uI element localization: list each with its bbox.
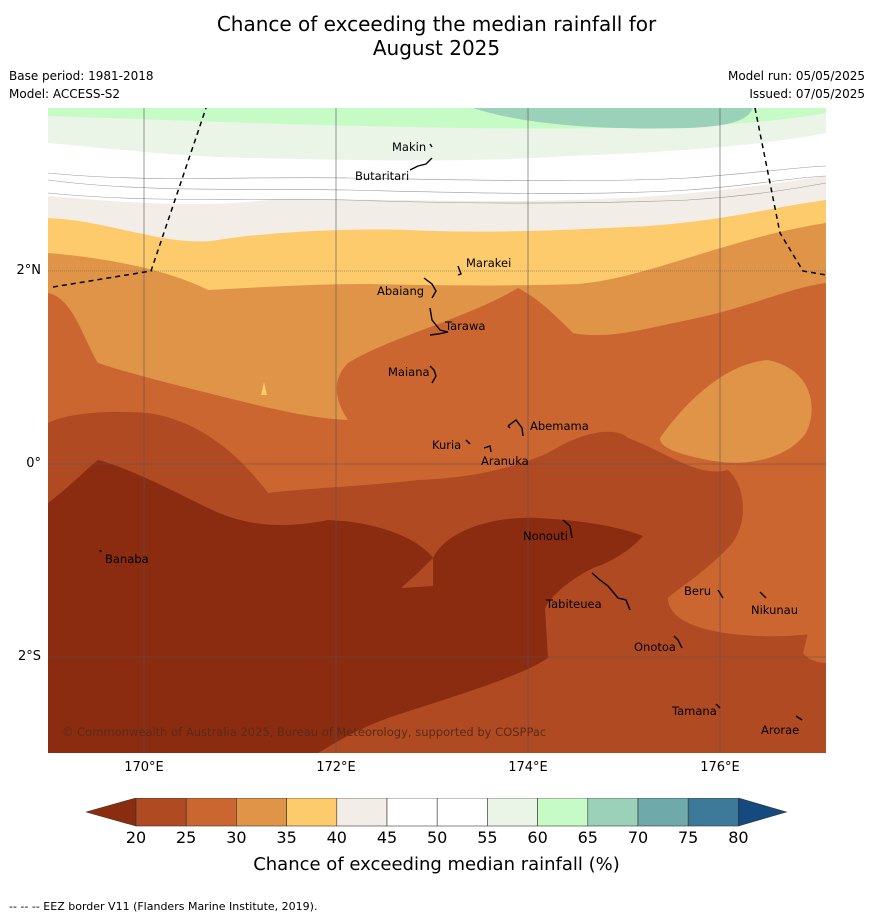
band-35-40-spot xyxy=(261,382,267,395)
colorbar-label: 40 xyxy=(326,828,347,847)
label-kuria: Kuria xyxy=(432,438,461,452)
title-line-2: August 2025 xyxy=(372,36,501,60)
colorbar-cell xyxy=(286,798,338,827)
label-abaiang: Abaiang xyxy=(377,284,424,298)
colorbar-label: 45 xyxy=(376,828,398,847)
grid-lines xyxy=(48,108,826,753)
rainfall-map: Makin Butaritari Marakei Abaiang Tarawa … xyxy=(48,108,826,753)
colorbar-cell xyxy=(386,798,438,827)
eez-footnote: -- -- -- EEZ border V11 (Flanders Marine… xyxy=(9,900,318,913)
colorbar-cell xyxy=(537,798,589,827)
colorbar-cell xyxy=(185,798,237,827)
base-period: Base period: 1981-2018 xyxy=(9,69,154,83)
colorbar-title: Chance of exceeding median rainfall (%) xyxy=(253,854,620,875)
colorbar-label: 80 xyxy=(728,828,749,847)
label-marakei: Marakei xyxy=(466,256,511,270)
colorbar-cells xyxy=(86,798,788,827)
colorbar-extend-high xyxy=(738,798,788,827)
colorbar xyxy=(86,798,788,827)
label-tamana: Tamana xyxy=(671,704,717,718)
colorbar-label: 55 xyxy=(477,828,498,847)
colorbar-label: 75 xyxy=(678,828,699,847)
model-name: Model: ACCESS-S2 xyxy=(9,87,121,101)
issued-date: Issued: 07/05/2025 xyxy=(749,87,865,101)
colorbar-label: 25 xyxy=(176,828,197,847)
label-maiana: Maiana xyxy=(388,365,430,379)
label-abemama: Abemama xyxy=(530,419,589,433)
place-labels: Makin Butaritari Marakei Abaiang Tarawa … xyxy=(105,140,799,737)
colorbar-label: 30 xyxy=(226,828,247,847)
meta-right: Model run: 05/05/2025 Issued: 07/05/2025 xyxy=(728,67,865,103)
colorbar-label: 60 xyxy=(527,828,548,847)
meta-left: Base period: 1981-2018 Model: ACCESS-S2 xyxy=(9,67,154,103)
map-title: Chance of exceeding the median rainfall … xyxy=(0,12,873,60)
label-butaritari: Butaritari xyxy=(355,169,409,183)
y-tick-2s: 2°S xyxy=(17,649,41,664)
label-tarawa: Tarawa xyxy=(444,319,485,333)
y-tick-0: 0° xyxy=(26,456,41,471)
x-tick-170: 170°E xyxy=(124,760,164,775)
title-line-1: Chance of exceeding the median rainfall … xyxy=(216,12,657,36)
band-65-70 xyxy=(473,108,753,129)
label-nikunau: Nikunau xyxy=(751,603,798,617)
band-25-30-edge xyxy=(803,630,826,663)
eez-border xyxy=(52,108,826,288)
colorbar-label: 70 xyxy=(627,828,649,847)
colorbar-cell xyxy=(637,798,689,827)
colorbar-cell xyxy=(336,798,388,827)
label-tabiteuea: Tabiteuea xyxy=(545,597,602,611)
x-tick-172: 172°E xyxy=(316,760,356,775)
island-makin xyxy=(429,143,433,148)
copyright-notice: © Commonwealth of Australia 2025, Bureau… xyxy=(62,725,546,739)
x-tick-174: 174°E xyxy=(508,760,548,775)
label-beru: Beru xyxy=(684,584,711,598)
contour-lines xyxy=(48,165,826,204)
colorbar-cell xyxy=(436,798,488,827)
colorbar-extend-low xyxy=(86,798,137,827)
band-under-20 xyxy=(48,460,643,753)
band-30-35-east xyxy=(660,360,812,463)
colorbar-cell xyxy=(687,798,739,827)
colorbar-cell xyxy=(135,798,187,827)
island-outlines xyxy=(99,143,803,721)
x-tick-176: 176°E xyxy=(700,760,740,775)
colorbar-cell xyxy=(587,798,639,827)
model-run: Model run: 05/05/2025 xyxy=(727,69,865,83)
label-aranuka: Aranuka xyxy=(481,454,529,468)
colorbar-label: 65 xyxy=(577,828,598,847)
colorbar-cell xyxy=(487,798,538,827)
colorbar-label: 20 xyxy=(125,828,147,847)
label-onotoa: Onotoa xyxy=(634,640,676,654)
label-nonouti: Nonouti xyxy=(523,529,568,543)
label-arorae: Arorae xyxy=(761,723,799,737)
label-makin: Makin xyxy=(392,140,426,154)
label-banaba: Banaba xyxy=(105,552,149,566)
colorbar-label: 50 xyxy=(427,828,448,847)
colorbar-label: 35 xyxy=(276,828,297,847)
colorbar-cell xyxy=(236,798,287,827)
y-tick-2n: 2°N xyxy=(16,263,42,278)
